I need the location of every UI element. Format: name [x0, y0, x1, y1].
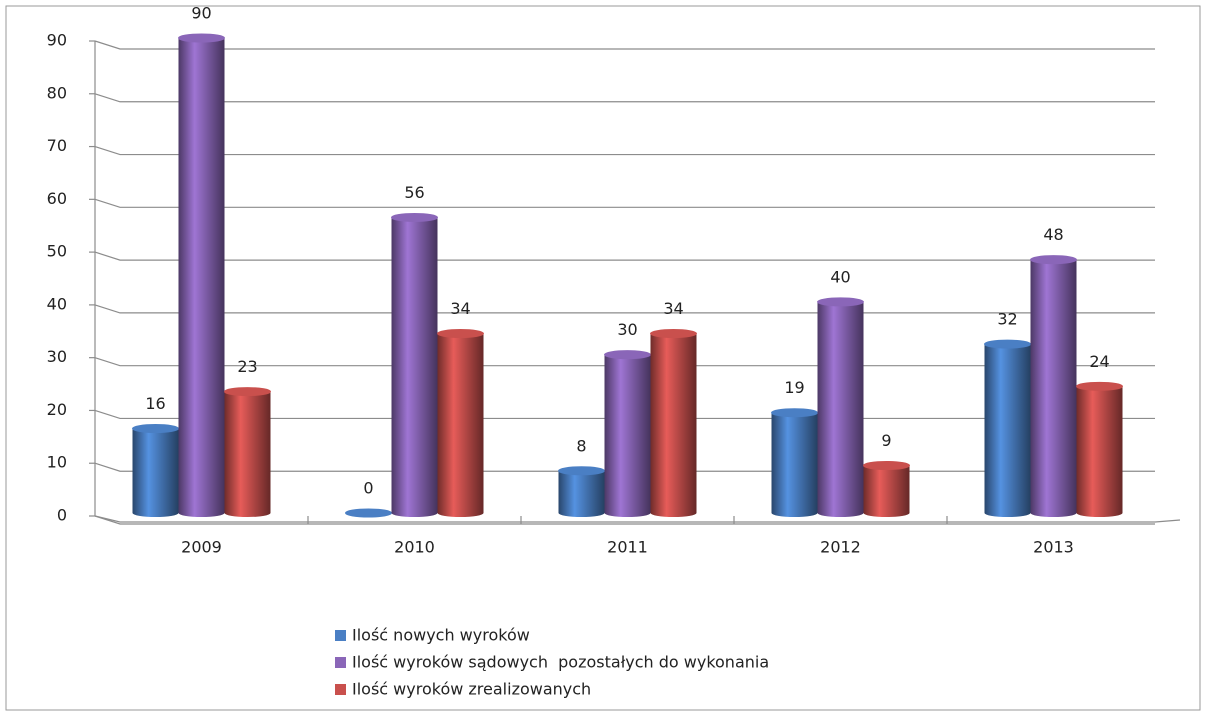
chart-frame	[5, 5, 1201, 711]
bar	[558, 470, 605, 513]
y-tick-label: 20	[47, 400, 67, 419]
x-tick-label: 2013	[1033, 538, 1074, 557]
bar	[604, 354, 651, 513]
y-tick-label: 30	[47, 347, 67, 366]
legend-label: Ilość nowych wyroków	[352, 626, 530, 645]
y-tick-label: 10	[47, 453, 67, 472]
bar-bottom	[178, 509, 225, 517]
bar-bottom	[437, 509, 484, 517]
bar-bottom	[650, 509, 697, 517]
bar	[984, 344, 1031, 513]
floor	[94, 515, 1181, 523]
bar-top	[984, 339, 1031, 349]
value-label: 40	[830, 267, 850, 286]
bar-top	[1030, 255, 1077, 265]
x-tick-label: 2009	[181, 538, 222, 557]
bar-top	[558, 466, 605, 476]
y-tick-label: 50	[47, 242, 67, 261]
bar-bottom	[391, 509, 438, 517]
y-tick-label: 70	[47, 136, 67, 155]
value-label: 48	[1043, 225, 1063, 244]
bar-bottom	[604, 509, 651, 517]
y-tick-label: 40	[47, 294, 67, 313]
bar	[817, 301, 864, 513]
bar	[437, 333, 484, 513]
grid-line	[94, 357, 1155, 367]
bar	[650, 333, 697, 513]
bar-top	[391, 212, 438, 222]
value-label: 24	[1089, 352, 1109, 371]
bar	[771, 412, 818, 513]
bar	[391, 217, 438, 513]
y-tick-label: 80	[47, 83, 67, 102]
bar-top	[863, 461, 910, 470]
bar	[132, 428, 179, 513]
value-label: 0	[363, 479, 373, 498]
value-label: 90	[191, 4, 211, 23]
bar	[224, 391, 271, 513]
grid-line	[94, 515, 1155, 525]
bar-top	[1076, 381, 1123, 391]
bar-top	[345, 508, 392, 518]
bar	[178, 38, 225, 513]
value-label: 34	[450, 299, 470, 318]
bar-top	[132, 424, 179, 434]
y-tick-label: 90	[47, 31, 67, 50]
bar-top	[604, 350, 651, 360]
grid-line	[94, 145, 1155, 156]
bar-bottom	[224, 509, 271, 517]
grid-line	[94, 93, 1155, 103]
bar-top	[437, 329, 484, 339]
legend-label: Ilość wyroków sądowych pozostałych do wy…	[352, 653, 769, 672]
x-tick-label: 2011	[607, 538, 648, 557]
bar-bottom	[132, 509, 179, 517]
bar-top	[817, 297, 864, 307]
bar-top	[224, 387, 271, 397]
grid-line	[94, 198, 1155, 208]
bar-bottom	[1076, 509, 1123, 517]
grid-line	[94, 40, 1155, 50]
x-tick-label: 2012	[820, 538, 861, 557]
legend-label: Ilość wyroków zrealizowanych	[352, 680, 591, 699]
bar-bottom	[1030, 509, 1077, 517]
bar-bottom	[863, 509, 910, 517]
grid-line	[94, 251, 1155, 261]
value-label: 30	[617, 320, 637, 339]
bar-bottom	[984, 509, 1031, 517]
bar-bottom	[771, 509, 818, 517]
value-label: 34	[663, 299, 683, 318]
x-tick-label: 2010	[394, 538, 435, 557]
value-label: 32	[997, 310, 1017, 329]
value-label: 16	[145, 394, 165, 413]
value-label: 8	[576, 436, 586, 455]
bar	[863, 465, 910, 513]
legend-swatch	[335, 630, 346, 641]
y-tick-label: 60	[47, 189, 67, 208]
y-tick-label: 0	[57, 506, 67, 525]
bar	[1076, 386, 1123, 513]
bar-top	[178, 33, 225, 43]
value-label: 9	[881, 431, 891, 450]
bar	[1030, 259, 1077, 513]
bar-top	[650, 329, 697, 339]
value-label: 23	[237, 357, 257, 376]
grid-line	[94, 304, 1155, 314]
legend-swatch	[335, 684, 346, 695]
bar-top	[771, 408, 818, 418]
value-label: 19	[784, 378, 804, 397]
bar-bottom	[558, 509, 605, 517]
legend-swatch	[335, 657, 346, 668]
bar-bottom	[817, 509, 864, 517]
value-label: 56	[404, 183, 424, 202]
